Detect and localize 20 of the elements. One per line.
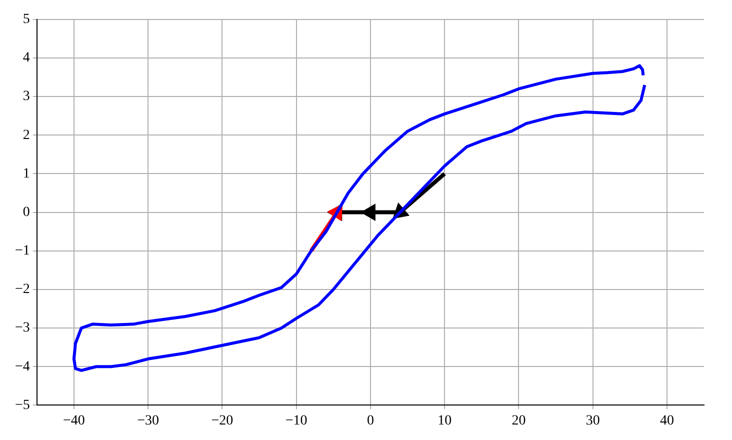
y-tick-label: 0 — [22, 204, 30, 220]
x-tick-label: −30 — [137, 413, 160, 428]
x-tick-label: 20 — [512, 413, 526, 428]
y-tick-label: 1 — [22, 166, 30, 182]
x-tick-label: −40 — [63, 413, 85, 428]
y-tick-label: −5 — [14, 398, 30, 413]
x-tick-label: 30 — [586, 413, 600, 428]
y-tick-label: −1 — [14, 244, 30, 259]
y-tick-label: 4 — [22, 50, 30, 66]
y-tick-label: −2 — [14, 282, 30, 298]
y-tick-label: 5 — [22, 12, 30, 28]
y-tick-label: −4 — [14, 359, 30, 374]
x-tick-label: −20 — [211, 413, 234, 428]
x-tick-label: 0 — [366, 413, 374, 428]
x-tick-label: −10 — [285, 413, 308, 428]
x-tick-label: 40 — [660, 413, 674, 428]
y-tick-label: 3 — [22, 89, 30, 104]
y-tick-label: −3 — [14, 320, 30, 336]
x-tick-label: 10 — [438, 413, 452, 428]
y-tick-label: 2 — [22, 128, 30, 143]
